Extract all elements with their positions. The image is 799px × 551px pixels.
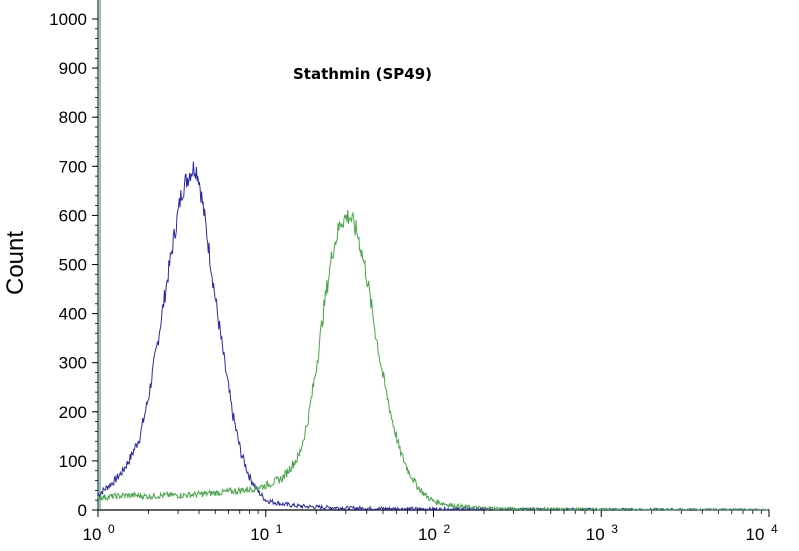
x-tick-label: 10 <box>83 525 102 544</box>
y-tick-label: 700 <box>59 157 87 176</box>
y-tick-label: 800 <box>59 108 87 127</box>
x-tick-exponent: 2 <box>444 522 451 536</box>
x-tick-exponent: 0 <box>108 522 115 536</box>
y-axis-label: Count <box>2 231 29 295</box>
y-tick-label: 1000 <box>49 10 87 29</box>
x-tick-label: 10 <box>746 525 765 544</box>
x-tick-label: 10 <box>250 525 269 544</box>
x-tick-exponent: 3 <box>611 522 618 536</box>
y-tick-label: 500 <box>59 256 87 275</box>
series-line-2 <box>97 209 770 512</box>
y-tick-label: 300 <box>59 354 87 373</box>
y-tick-label: 100 <box>59 452 87 471</box>
y-tick-label: 200 <box>59 403 87 422</box>
series-line-1 <box>97 161 770 512</box>
x-tick-exponent: 4 <box>771 522 778 536</box>
chart-title: Stathmin (SP49) <box>293 65 432 83</box>
x-tick-label: 10 <box>586 525 605 544</box>
x-tick-label: 10 <box>418 525 437 544</box>
y-tick-label: 400 <box>59 305 87 324</box>
y-tick-label: 900 <box>59 59 87 78</box>
x-tick-exponent: 1 <box>276 522 283 536</box>
y-tick-label: 600 <box>59 206 87 225</box>
y-tick-label: 0 <box>78 501 87 520</box>
